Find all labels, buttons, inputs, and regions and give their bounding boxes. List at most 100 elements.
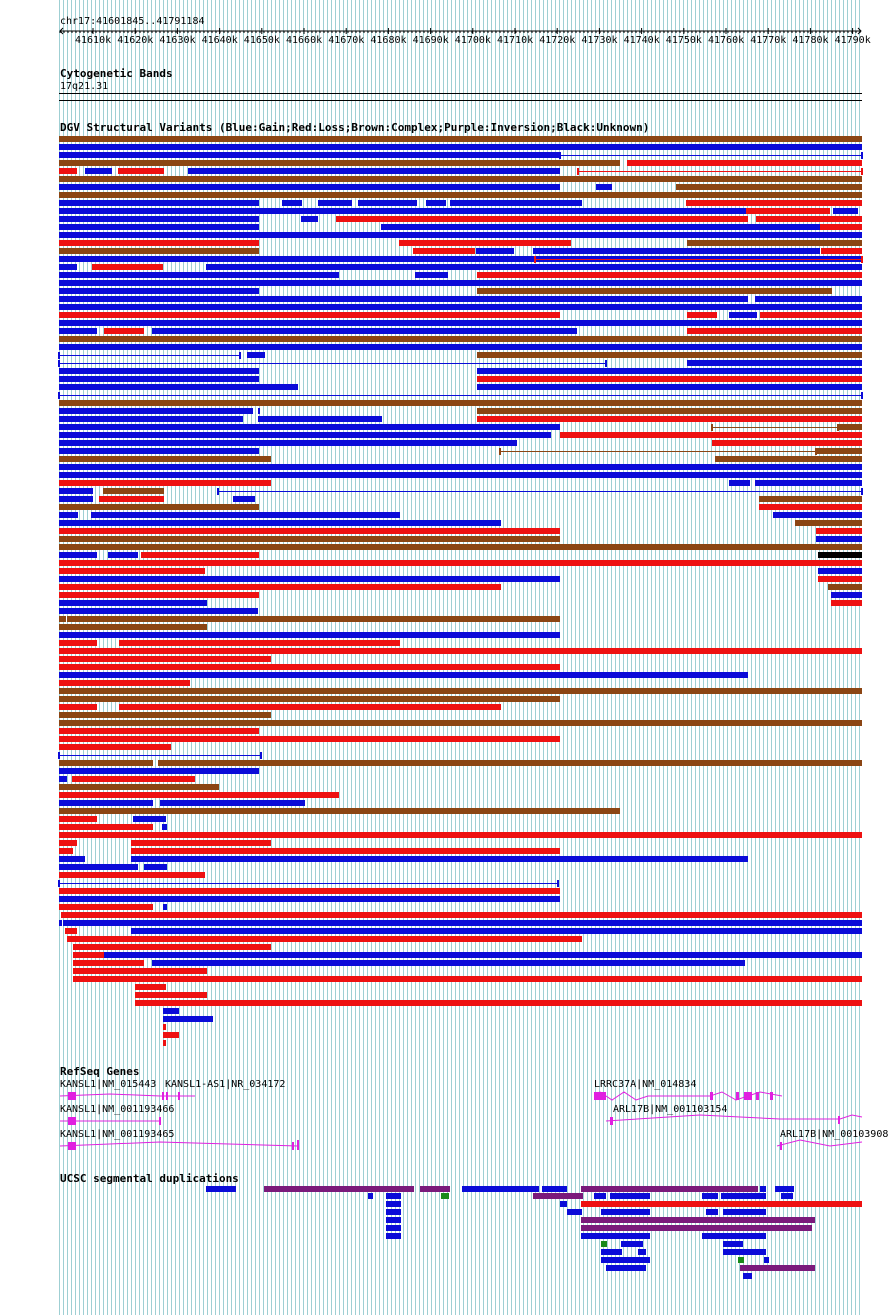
dgv-variant-end bbox=[534, 256, 536, 263]
segdup-feature bbox=[264, 1186, 414, 1192]
dgv-track-title[interactable]: DGV Structural Variants (Blue:Gain;Red:L… bbox=[60, 121, 650, 134]
dgv-variant bbox=[818, 576, 862, 582]
refseq-track-title[interactable]: RefSeq Genes bbox=[60, 1065, 140, 1078]
dgv-variant bbox=[59, 152, 560, 158]
dgv-variant bbox=[133, 816, 166, 822]
dgv-variant bbox=[477, 416, 862, 422]
dgv-variant bbox=[59, 136, 862, 142]
dgv-variant bbox=[477, 368, 862, 374]
segdup-feature bbox=[533, 1193, 583, 1199]
dgv-variant bbox=[59, 160, 620, 166]
dgv-variant-end bbox=[58, 360, 60, 367]
gene-label-arl17b-nm00103908[interactable]: ARL17B|NM_00103908 bbox=[780, 1129, 889, 1140]
segdup-feature bbox=[594, 1193, 606, 1199]
segdup-feature bbox=[386, 1233, 401, 1239]
dgv-variant bbox=[676, 184, 862, 190]
dgv-variant bbox=[73, 968, 207, 974]
segdup-feature bbox=[386, 1201, 401, 1207]
cytoband-track-title[interactable]: Cytogenetic Bands bbox=[60, 67, 173, 80]
dgv-variant bbox=[131, 856, 748, 862]
dgv-variant bbox=[59, 248, 259, 254]
gene-label-kansl1-nm015443[interactable]: KANSL1|NM_015443 bbox=[60, 1079, 157, 1090]
gene-label-lrrc37a[interactable]: LRRC37A|NM_014834 bbox=[594, 1079, 697, 1090]
dgv-variant bbox=[59, 264, 77, 270]
ruler-tick-label: 41700k bbox=[454, 35, 491, 46]
dgv-variant bbox=[59, 336, 862, 342]
segdup-feature bbox=[386, 1209, 401, 1215]
dgv-variant-end bbox=[559, 152, 561, 159]
dgv-variant bbox=[828, 584, 862, 590]
dgv-variant bbox=[59, 376, 259, 382]
dgv-variant bbox=[91, 512, 400, 518]
dgv-variant bbox=[67, 936, 582, 942]
dgv-variant bbox=[282, 200, 302, 206]
dgv-variant-end bbox=[861, 392, 863, 399]
dgv-variant bbox=[59, 808, 620, 814]
dgv-variant bbox=[627, 160, 862, 166]
dgv-variant bbox=[233, 496, 255, 502]
dgv-variant bbox=[59, 568, 205, 574]
dgv-variant bbox=[59, 192, 862, 198]
dgv-variant bbox=[59, 720, 862, 726]
segdup-feature bbox=[601, 1241, 607, 1247]
dgv-variant bbox=[413, 248, 475, 254]
segdup-track-title[interactable]: UCSC segmental duplications bbox=[60, 1172, 239, 1185]
gene-label-kansl1-nm001193465[interactable]: KANSL1|NM_001193465 bbox=[60, 1129, 175, 1140]
segdup-feature bbox=[764, 1257, 769, 1263]
dgv-variant-end bbox=[711, 424, 713, 431]
segdup-feature bbox=[610, 1193, 650, 1199]
segdup-feature bbox=[581, 1225, 812, 1231]
segdup-feature bbox=[723, 1249, 766, 1255]
dgv-variant bbox=[59, 232, 862, 238]
dgv-variant bbox=[59, 520, 501, 526]
dgv-variant bbox=[59, 840, 77, 846]
ruler-tick-label: 41620k bbox=[117, 35, 154, 46]
dgv-variant bbox=[59, 784, 219, 790]
dgv-variant bbox=[59, 696, 560, 702]
cytoband-line-top bbox=[59, 93, 862, 94]
dgv-variant-end bbox=[861, 256, 863, 263]
dgv-variant bbox=[162, 824, 167, 830]
dgv-variant bbox=[560, 176, 862, 182]
dgv-variant bbox=[687, 312, 717, 318]
dgv-variant bbox=[104, 952, 862, 958]
dgv-variant bbox=[59, 176, 560, 182]
dgv-variant bbox=[358, 200, 417, 206]
ruler-tick-label: 41720k bbox=[539, 35, 576, 46]
dgv-variant bbox=[135, 1000, 862, 1006]
dgv-variant bbox=[160, 800, 305, 806]
dgv-variant bbox=[816, 448, 862, 454]
dgv-variant bbox=[759, 504, 862, 510]
segdup-feature bbox=[601, 1209, 650, 1215]
ruler-tick-label: 41710k bbox=[497, 35, 534, 46]
segdup-feature bbox=[581, 1186, 758, 1192]
segdup-feature bbox=[420, 1186, 450, 1192]
dgv-variant bbox=[59, 656, 271, 662]
dgv-variant bbox=[759, 496, 862, 502]
dgv-variant bbox=[59, 560, 862, 566]
dgv-variant bbox=[560, 432, 862, 438]
dgv-variant bbox=[755, 480, 862, 486]
dgv-variant bbox=[59, 536, 560, 542]
dgv-variant bbox=[59, 592, 259, 598]
dgv-variant bbox=[59, 640, 97, 646]
gene-label-kansl1-as1[interactable]: KANSL1-AS1|NR_034172 bbox=[165, 1079, 286, 1090]
dgv-variant bbox=[59, 600, 207, 606]
dgv-variant bbox=[59, 664, 560, 670]
dgv-variant bbox=[59, 624, 207, 630]
dgv-variant bbox=[247, 352, 265, 358]
gene-label-kansl1-nm001193466[interactable]: KANSL1|NM_001193466 bbox=[60, 1104, 175, 1115]
dgv-variant bbox=[59, 328, 97, 334]
dgv-variant bbox=[163, 1008, 179, 1014]
dgv-variant-end bbox=[58, 392, 60, 399]
gene-label-arl17b-nm001103154[interactable]: ARL17B|NM_001103154 bbox=[613, 1104, 728, 1115]
dgv-variant bbox=[686, 200, 862, 206]
dgv-variant bbox=[59, 272, 339, 278]
dgv-features[interactable] bbox=[0, 0, 890, 1060]
dgv-variant bbox=[59, 168, 77, 174]
dgv-variant bbox=[73, 976, 862, 982]
segdup-feature bbox=[775, 1186, 794, 1192]
dgv-variant bbox=[258, 408, 260, 414]
